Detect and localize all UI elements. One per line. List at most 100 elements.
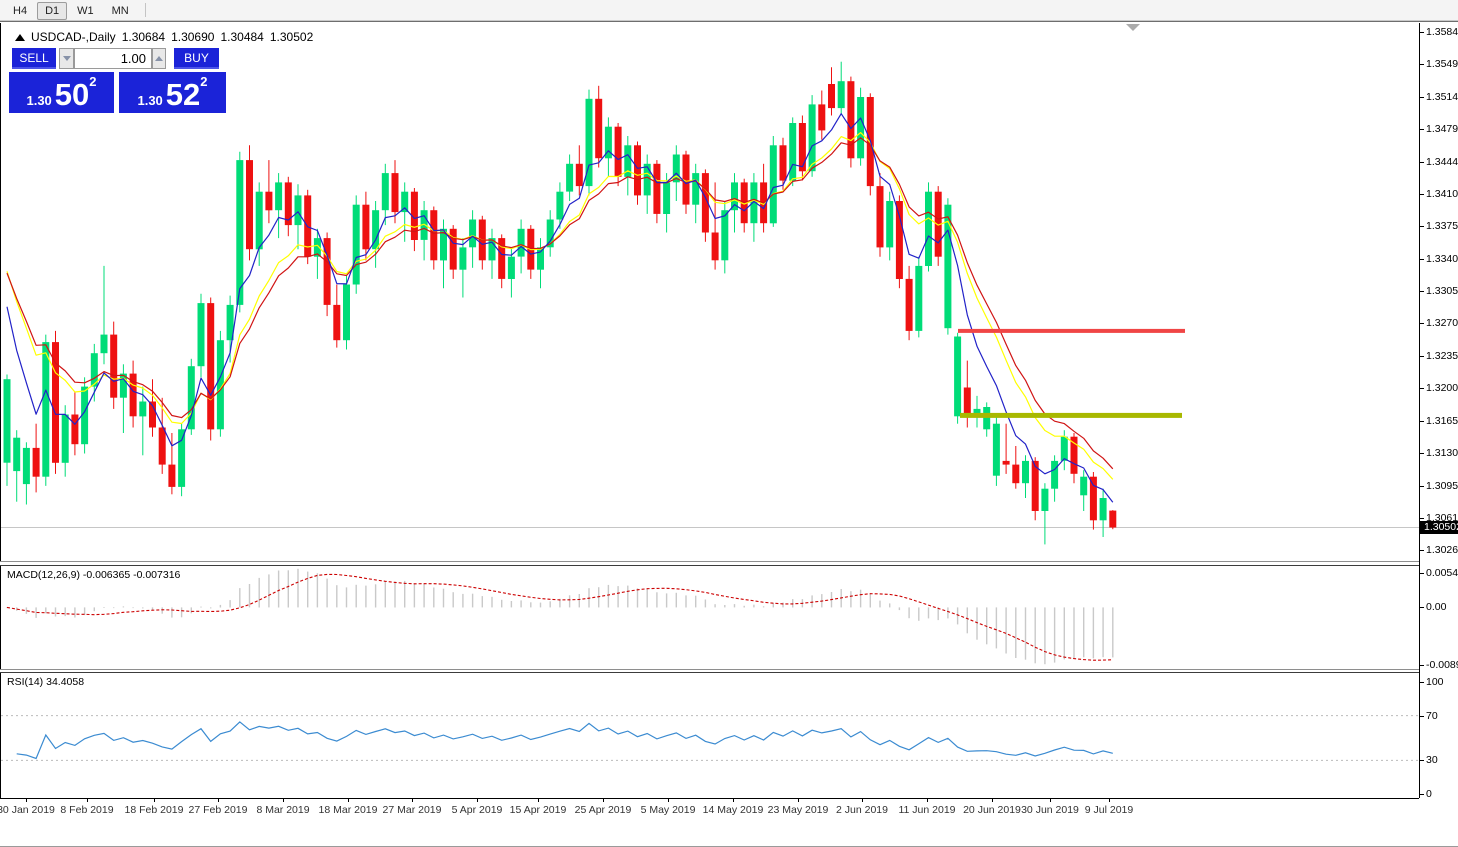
sell-price-pips: 50	[54, 77, 90, 112]
buy-button[interactable]: BUY	[174, 48, 219, 69]
date-tick	[538, 799, 539, 802]
macd-canvas[interactable]	[1, 566, 1419, 669]
price-axis-label: 1.33400	[1426, 252, 1458, 265]
chevron-up-icon	[155, 56, 163, 61]
date-label: 20 Jun 2019	[963, 804, 1021, 816]
sell-button[interactable]: SELL	[12, 48, 56, 69]
date-tick	[668, 799, 669, 802]
timeframe-button-H4[interactable]: H4	[13, 4, 28, 17]
date-label: 23 May 2019	[767, 804, 829, 816]
buy-price-prefix: 1.30	[137, 93, 163, 108]
one-click-trading-panel: SELL BUY 1.30 50 2 1.30 52 2	[9, 47, 227, 133]
volume-input[interactable]	[74, 48, 152, 69]
macd-label: MACD(12,26,9) -0.006365 -0.007316	[7, 569, 181, 581]
macd-axis-label: 0.005484	[1426, 567, 1458, 579]
axis-tick	[1420, 794, 1424, 795]
axis-tick	[1420, 388, 1424, 390]
buy-price-pips: 52	[165, 77, 201, 112]
scroll-position-icon[interactable]	[1126, 24, 1140, 31]
date-tick	[1050, 799, 1051, 802]
rsi-axis-label: 0	[1426, 788, 1432, 800]
timeframe-button-W1[interactable]: W1	[77, 4, 94, 17]
date-axis[interactable]: 30 Jan 2019 8 Feb 2019 18 Feb 2019 27 Feb 2…	[0, 799, 1458, 825]
date-label: 11 Jun 2019	[898, 804, 956, 816]
price-axis-label: 1.34790	[1426, 123, 1458, 136]
volume-increase-button[interactable]	[152, 48, 166, 69]
panel-splitter[interactable]	[0, 669, 1458, 673]
axis-tick	[1420, 573, 1424, 574]
date-tick	[348, 799, 349, 802]
price-axis-label: 1.30610	[1426, 511, 1458, 524]
symbol-marker-icon	[15, 33, 25, 41]
date-tick	[87, 799, 88, 802]
timeframe-group: H4 D1 W1 MN	[4, 1, 138, 20]
volume-decrease-button[interactable]	[59, 48, 74, 69]
date-label: 8 Mar 2019	[256, 804, 310, 816]
date-label: 8 Feb 2019	[60, 804, 114, 816]
price-axis-label: 1.33050	[1426, 285, 1458, 297]
timeframe-toolbar: H4 D1 W1 MN	[0, 0, 1458, 21]
sell-price-button[interactable]: 1.30 50 2	[9, 72, 114, 113]
rsi-axis-label: 30	[1426, 754, 1438, 767]
axis-tick	[1420, 291, 1424, 292]
date-tick	[1109, 799, 1110, 802]
date-label: 27 Mar 2019	[382, 804, 442, 816]
timeframe-button-D1[interactable]: D1	[37, 1, 68, 20]
axis-tick	[1420, 715, 1424, 717]
date-tick	[154, 799, 155, 802]
date-tick	[26, 799, 27, 802]
axis-tick	[1420, 682, 1424, 683]
macd-main-value: -0.006365	[82, 569, 131, 581]
price-axis-label: 1.34440	[1426, 155, 1458, 168]
buy-price-button[interactable]: 1.30 52 2	[119, 72, 226, 113]
rsi-canvas[interactable]	[1, 673, 1419, 798]
axis-tick	[1420, 760, 1424, 762]
chart-symbol-label: USDCAD-,Daily	[31, 30, 116, 44]
buy-price-point: 2	[200, 74, 208, 89]
chart-title: USDCAD-,Daily 1.30684 1.30690 1.30484 1.…	[15, 30, 313, 44]
price-axis[interactable]: 1.35840 1.35490 1.35140 1.34790 1.34440 1.341…	[1419, 23, 1458, 800]
axis-tick	[1420, 550, 1424, 551]
axis-tick	[1420, 193, 1424, 195]
axis-tick	[1420, 96, 1424, 98]
axis-tick	[1420, 226, 1424, 228]
date-label: 9 Jul 2019	[1084, 804, 1134, 816]
ohlc-low: 1.30484	[220, 30, 264, 44]
date-label: 2 Jun 2019	[836, 804, 888, 816]
date-tick	[862, 799, 863, 802]
date-label: 15 Apr 2019	[509, 804, 567, 816]
date-tick	[733, 799, 734, 802]
axis-tick	[1420, 485, 1424, 487]
date-tick	[992, 799, 993, 802]
panel-splitter[interactable]	[0, 561, 1458, 566]
price-axis-label: 1.32350	[1426, 349, 1458, 362]
date-tick	[603, 799, 604, 802]
axis-tick	[1420, 258, 1424, 260]
date-label: 14 May 2019	[702, 804, 764, 816]
price-axis-label: 1.31650	[1426, 414, 1458, 427]
macd-axis-label: 0.00	[1426, 601, 1447, 614]
date-tick	[798, 799, 799, 802]
timeframe-button-MN[interactable]: MN	[111, 4, 129, 17]
price-axis-label: 1.31300	[1426, 447, 1458, 460]
axis-border	[0, 798, 1419, 799]
price-axis-label: 1.32000	[1426, 382, 1458, 395]
price-chart-canvas[interactable]	[1, 23, 1419, 561]
axis-tick	[1420, 607, 1424, 609]
axis-tick	[1420, 323, 1424, 325]
rsi-axis-label: 70	[1426, 709, 1438, 722]
price-axis-label: 1.35490	[1426, 58, 1458, 71]
date-label: 5 May 2019	[640, 804, 696, 816]
price-axis-label: 1.35140	[1426, 90, 1458, 103]
price-axis-label: 1.30950	[1426, 479, 1458, 492]
date-label: 25 Apr 2019	[574, 804, 632, 816]
toolbar-separator	[144, 3, 146, 17]
macd-signal-value: -0.007316	[133, 569, 181, 581]
rsi-axis-label: 100	[1426, 676, 1444, 688]
rsi-label: RSI(14) 34.4058	[7, 676, 85, 688]
date-label: 27 Feb 2019	[188, 804, 248, 816]
chevron-down-icon	[62, 56, 71, 61]
date-tick	[283, 799, 284, 802]
date-tick	[218, 799, 219, 802]
